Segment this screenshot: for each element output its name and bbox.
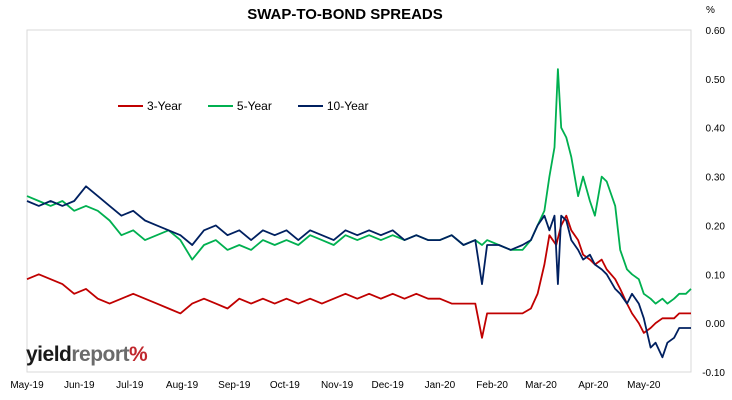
y-tick-label: 0.30 (706, 173, 726, 184)
legend-swatch-5-year (207, 105, 233, 107)
x-tick-label: Mar-20 (525, 380, 557, 391)
x-tick-label: May-19 (10, 380, 44, 391)
legend-label-10-year: 10-Year (326, 99, 369, 113)
chart-legend: 3-Year 5-Year 10-Year (118, 99, 394, 113)
x-tick-label: May-20 (627, 380, 661, 391)
logo-part-yield: yield (26, 343, 72, 366)
logo-part-percent: % (129, 343, 148, 366)
x-tick-label: Jun-19 (64, 380, 95, 391)
legend-label-5-year: 5-Year (236, 99, 272, 113)
chart-title: SWAP-TO-BOND SPREADS (247, 6, 443, 23)
x-tick-label: Dec-19 (372, 380, 405, 391)
plot-area-border (26, 29, 692, 373)
x-tick-label: Apr-20 (578, 380, 608, 391)
x-tick-label: Nov-19 (321, 380, 354, 391)
x-tick-label: Jul-19 (116, 380, 144, 391)
x-tick-label: Jan-20 (425, 380, 456, 391)
x-tick-label: Aug-19 (166, 380, 199, 391)
y-tick-label: 0.60 (706, 26, 726, 37)
legend-swatch-3-year (118, 105, 143, 107)
series-line-3-year (26, 214, 691, 339)
y-tick-label: -0.10 (702, 368, 725, 379)
legend-label-3-year: 3-Year (147, 99, 182, 113)
legend-item-10-year: 10-Year (297, 99, 369, 113)
y-axis-unit-label: % (706, 5, 715, 16)
legend-swatch-10-year (297, 105, 323, 107)
series-line-10-year (26, 185, 691, 359)
x-tick-label: Oct-19 (270, 380, 300, 391)
y-tick-label: 0.10 (706, 270, 726, 281)
legend-item-5-year: 5-Year (207, 99, 272, 113)
y-tick-label: 0.20 (706, 221, 726, 232)
legend-item-3-year: 3-Year (118, 99, 182, 113)
logo-part-report: report (71, 343, 130, 366)
y-tick-label: 0.40 (706, 124, 726, 135)
yieldreport-logo: yieldreport% (26, 343, 148, 367)
x-tick-label: Feb-20 (476, 380, 508, 391)
y-tick-label: 0.50 (706, 75, 726, 86)
x-tick-label: Sep-19 (218, 380, 251, 391)
y-tick-label: 0.00 (706, 319, 726, 330)
